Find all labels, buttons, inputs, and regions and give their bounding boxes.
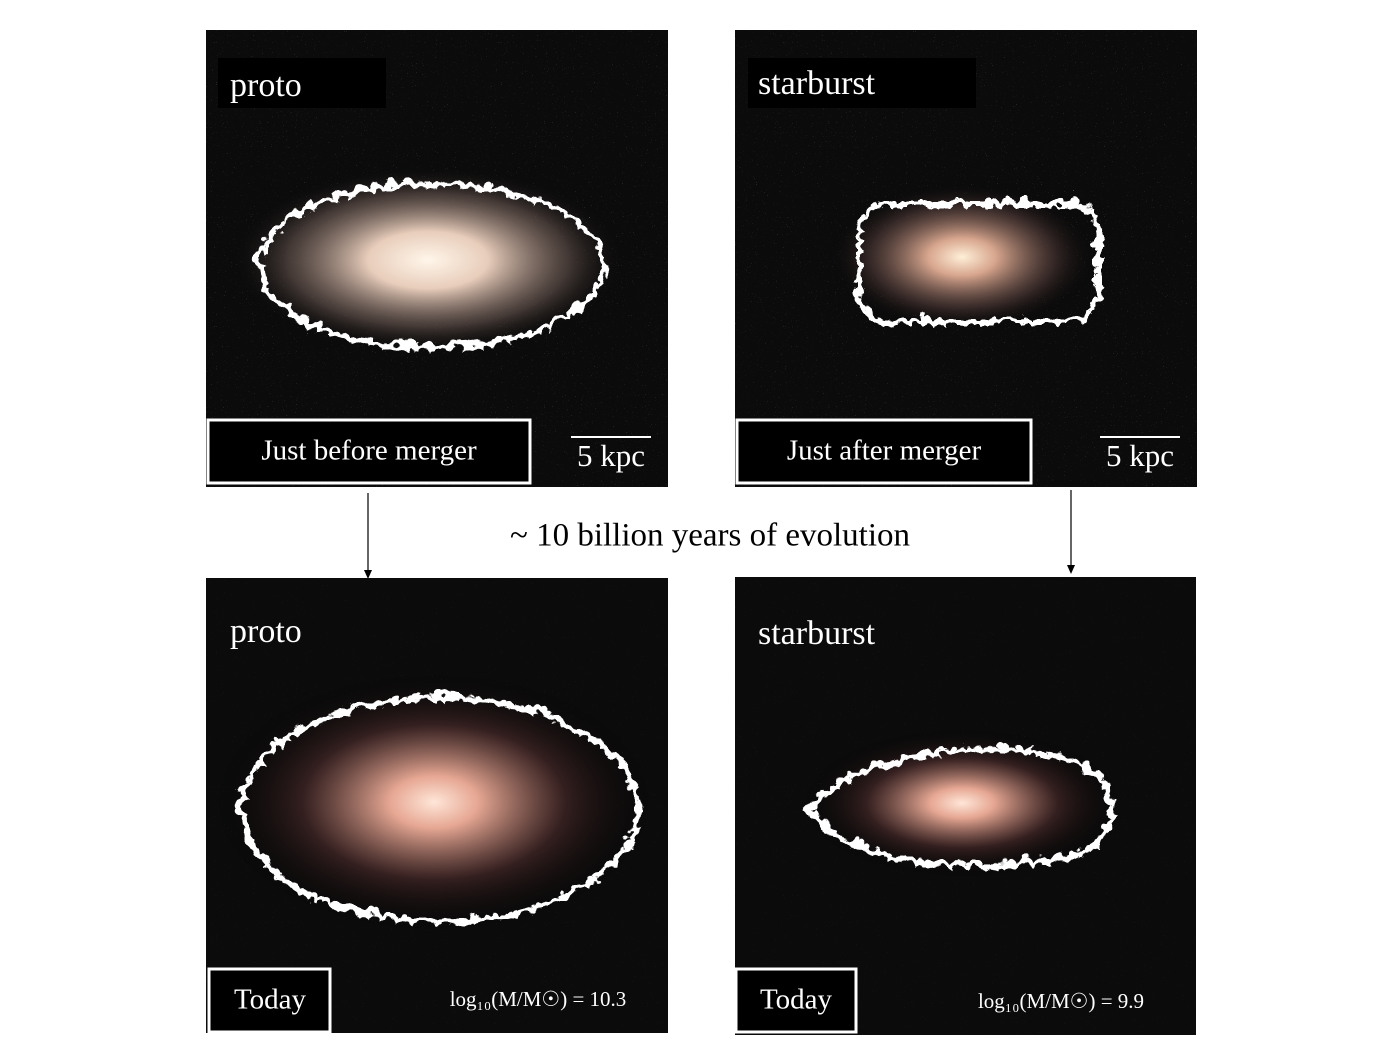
contour [801,741,1112,866]
panel: proto Just before merger 5 kpc [206,30,668,487]
caption: Just before merger [261,435,477,467]
caption-box [734,967,858,1034]
contour [852,197,1098,321]
label-bg [748,58,976,108]
label-bg [218,58,386,108]
panel-label: proto [230,613,302,650]
panel: starburst Today log₁₀(M/M☉) = 9.9 [734,577,1196,1035]
panel-label: starburst [758,615,876,652]
mass-label: log₁₀(M/M☉) = 10.3 [450,987,627,1011]
panel-label: proto [230,67,302,104]
caption: Today [234,984,307,1016]
galaxy [802,728,1122,878]
galaxy [214,672,654,932]
panel-label: starburst [758,65,876,102]
caption-box [206,418,532,485]
mass-label: log₁₀(M/M☉) = 9.9 [978,989,1144,1013]
galaxy [228,165,628,355]
scale-label: 5 kpc [1106,438,1174,473]
panel: starburst Just after merger 5 kpc [735,30,1197,487]
arrow-head [1067,565,1075,574]
annotation: ~ 10 billion years of evolution [510,518,910,554]
caption-box [207,967,332,1034]
galaxy [827,182,1097,332]
caption-box [735,418,1033,485]
contour [235,691,637,921]
arrow-head [364,570,372,579]
contour [253,177,603,347]
scale-label: 5 kpc [577,438,645,473]
caption: Just after merger [787,435,982,467]
caption: Today [760,984,833,1016]
panel: proto Today log₁₀(M/M☉) = 10.3 [206,578,668,1034]
